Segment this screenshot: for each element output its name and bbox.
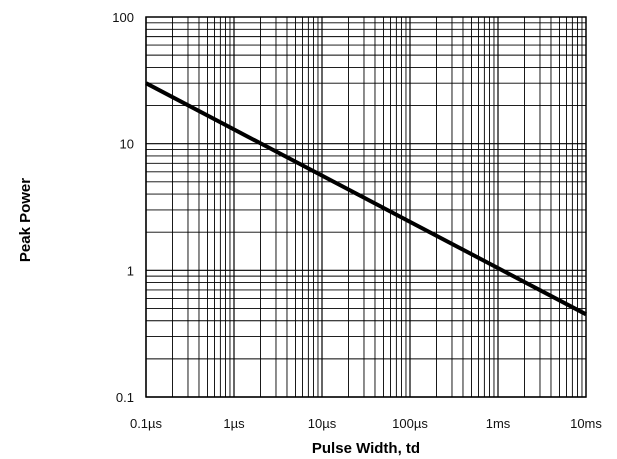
y-tick-label: 0.1 [116,390,134,405]
y-tick-label: 100 [112,10,134,25]
grid-lines [145,17,586,398]
x-tick-label: 0.1µs [130,416,163,431]
y-tick-labels: 0.1 1 10 100 [112,10,134,405]
y-tick-label: 10 [120,137,134,152]
x-tick-label: 1ms [486,416,511,431]
series-group [145,81,587,317]
x-tick-labels: 0.1µs 1µs 10µs 100µs 1ms 10ms [130,416,602,431]
x-axis-title: Pulse Width, td [312,440,420,457]
peak-power-curve [145,81,587,317]
y-axis-title: Peak Power [17,178,34,262]
x-tick-label: 10µs [308,416,337,431]
plot-frame [145,16,587,398]
plot-background [146,17,586,397]
x-tick-label: 100µs [392,416,428,431]
x-tick-label: 10ms [570,416,602,431]
y-tick-label: 1 [127,263,134,278]
x-tick-label: 1µs [223,416,245,431]
